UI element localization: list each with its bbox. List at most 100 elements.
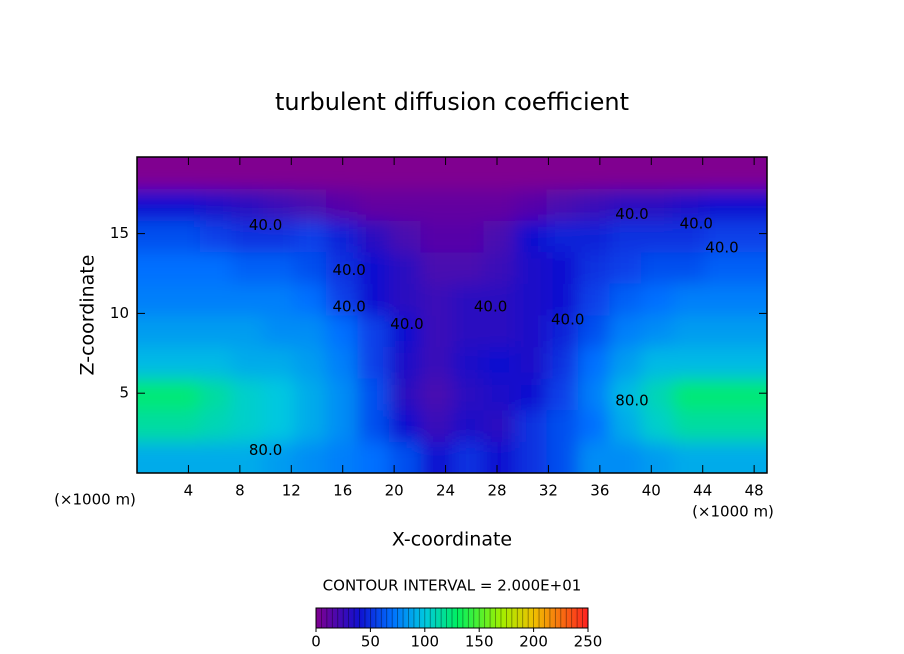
x-tick-label: 32 (539, 482, 558, 500)
contour-label: 40.0 (551, 310, 584, 328)
field-cell (200, 315, 232, 348)
field-cell (609, 315, 642, 348)
field-cell (483, 220, 516, 253)
field-cell (200, 283, 232, 316)
field-cell (609, 188, 642, 221)
field-cell (641, 346, 673, 379)
x-label: X-coordinate (392, 529, 512, 551)
field-cell (357, 188, 390, 221)
field-cell (672, 409, 705, 442)
field-cell (420, 157, 453, 190)
field-cell (735, 315, 767, 348)
field-cell (168, 441, 201, 473)
field-cell (483, 346, 516, 379)
field-cell (704, 441, 736, 473)
field-cell (452, 378, 484, 411)
field-cell (578, 157, 610, 190)
field-cell (704, 188, 736, 221)
field (137, 157, 767, 473)
field-cell (389, 188, 421, 221)
field-cell (294, 157, 327, 190)
x-unit: (×1000 m) (692, 503, 774, 521)
field-cell (263, 378, 295, 411)
field-cell (641, 409, 673, 442)
field-cell (546, 378, 579, 411)
field-cell (483, 283, 516, 316)
field-cell (200, 251, 232, 284)
field-cell (420, 220, 453, 253)
field-cell (326, 346, 358, 379)
field-cell (609, 157, 642, 190)
field-cell (420, 283, 453, 316)
field-cell (357, 157, 390, 190)
field-cell (294, 346, 327, 379)
field-cell (168, 409, 201, 442)
field-cell (452, 220, 484, 253)
field-cell (452, 346, 484, 379)
field-cell (263, 251, 295, 284)
field-cell (231, 441, 264, 473)
field-cell (452, 157, 484, 190)
field-cell (546, 409, 579, 442)
field-cell (483, 409, 516, 442)
field-cell (200, 157, 232, 190)
field-cell (263, 409, 295, 442)
field-cell (389, 409, 421, 442)
field-cell (389, 283, 421, 316)
field-cell (137, 283, 169, 316)
field-cell (294, 315, 327, 348)
x-tick-label: 44 (693, 482, 712, 500)
field-cell (641, 188, 673, 221)
field-cell (200, 378, 232, 411)
field-cell (578, 283, 610, 316)
x-tick-label: 24 (436, 482, 455, 500)
field-cell (231, 220, 264, 253)
field-cell (168, 188, 201, 221)
field-cell (357, 378, 390, 411)
field-cell (137, 220, 169, 253)
colorbar-tick-label: 250 (574, 633, 603, 651)
field-cell (200, 441, 232, 473)
field-cell (137, 346, 169, 379)
colorbar-tick-label: 100 (410, 633, 439, 651)
field-cell (326, 409, 358, 442)
contour-label: 80.0 (249, 441, 282, 459)
field-cell (137, 251, 169, 284)
field-cell (357, 220, 390, 253)
field-cell (326, 251, 358, 284)
field-cell (294, 441, 327, 473)
field-cell (389, 315, 421, 348)
contour-label: 80.0 (615, 392, 648, 410)
field-cell (578, 409, 610, 442)
field-cell (326, 188, 358, 221)
field-cell (389, 220, 421, 253)
field-cell (578, 220, 610, 253)
field-cell (231, 409, 264, 442)
field-cell (546, 157, 579, 190)
field-cell (263, 220, 295, 253)
field-cell (578, 378, 610, 411)
field-cell (231, 315, 264, 348)
field-cell (672, 441, 705, 473)
field-cell (294, 378, 327, 411)
contour-label: 40.0 (474, 298, 507, 316)
field-cell (546, 346, 579, 379)
field-cell (641, 315, 673, 348)
field-cell (483, 157, 516, 190)
field-cell (672, 315, 705, 348)
field-cell (735, 283, 767, 316)
field-cell (357, 283, 390, 316)
field-cell (200, 220, 232, 253)
field-cell (735, 251, 767, 284)
field-cell (672, 378, 705, 411)
field-cell (578, 188, 610, 221)
field-cell (168, 251, 201, 284)
field-cell (672, 251, 705, 284)
contour-interval: CONTOUR INTERVAL = 2.000E+01 (323, 577, 582, 595)
contour-label: 40.0 (332, 261, 365, 279)
field-cell (137, 378, 169, 411)
field-cell (578, 251, 610, 284)
field-cell (704, 315, 736, 348)
field-cell (357, 346, 390, 379)
chart-title: turbulent diffusion coefficient (275, 88, 629, 116)
